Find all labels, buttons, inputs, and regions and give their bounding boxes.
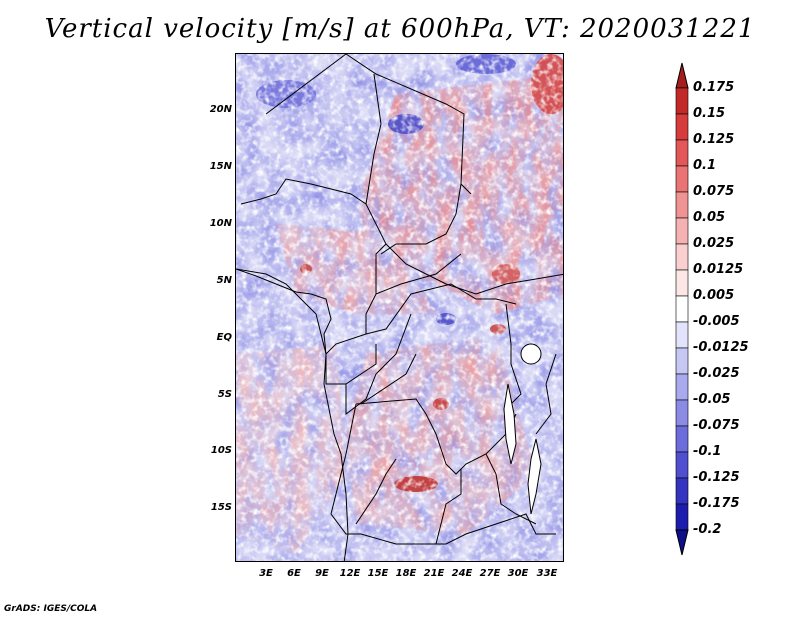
lon-label-30e: 30E [507, 568, 529, 579]
colorbar-box [675, 347, 689, 375]
colorbar-min-triangle [675, 529, 689, 556]
lon-label-33e: 33E [536, 568, 558, 579]
grads-credit: GrADS: IGES/COLA [4, 604, 98, 614]
colorbar-label: -0.025 [693, 366, 740, 381]
lat-label-10s: 10S [210, 445, 232, 456]
colorbar-label: -0.05 [693, 392, 731, 407]
colorbar-box [675, 87, 689, 115]
colorbar-label: -0.125 [693, 470, 740, 485]
lon-label-6e: 6E [287, 568, 301, 579]
lon-label-3e: 3E [259, 568, 273, 579]
coastline [236, 268, 349, 561]
colorbar-label: -0.1 [693, 444, 722, 459]
lat-label-15n: 15N [209, 161, 232, 172]
colorbar-label: 0.125 [693, 132, 735, 147]
lon-label-24e: 24E [451, 568, 473, 579]
map-title: Vertical velocity [m/s] at 600hPa, VT: 2… [44, 14, 756, 44]
colorbar-box [675, 217, 689, 245]
lat-label-10n: 10N [209, 218, 232, 229]
vertical-velocity-field [236, 54, 563, 561]
colorbar-box [675, 269, 689, 297]
lon-label-12e: 12E [339, 568, 361, 579]
colorbar-label: 0.1 [693, 158, 717, 173]
country-borders [236, 54, 563, 545]
colorbar-box [675, 451, 689, 479]
lat-label-5n: 5N [216, 275, 232, 286]
colorbar-box [675, 503, 689, 531]
lakes [503, 343, 542, 515]
colorbar-box [675, 165, 689, 193]
colorbar-label: 0.025 [693, 236, 735, 251]
lon-label-15e: 15E [367, 568, 389, 579]
colorbar-label: 0.075 [693, 184, 735, 199]
colorbar-box [675, 243, 689, 271]
colorbar-label: 0.05 [693, 210, 726, 225]
lon-label-9e: 9E [315, 568, 329, 579]
contour-texture [236, 54, 563, 561]
colorbar-label: 0.175 [693, 80, 735, 95]
colorbar-box [675, 295, 689, 323]
colorbar-box [675, 425, 689, 453]
colorbar-label: 0.0125 [693, 262, 744, 277]
colorbar-label: -0.2 [693, 522, 722, 537]
lon-label-21e: 21E [423, 568, 445, 579]
colorbar-label: -0.005 [693, 314, 740, 329]
colorbar-box [675, 321, 689, 349]
colorbar-label: -0.0125 [693, 340, 749, 355]
colorbar-box [675, 191, 689, 219]
lat-label-20n: 20N [209, 104, 232, 115]
colorbar-label: -0.175 [693, 496, 740, 511]
colorbar-label: -0.075 [693, 418, 740, 433]
colorbar-label: 0.005 [693, 288, 735, 303]
lat-label-15s: 15S [210, 502, 232, 513]
colorbar-box [675, 373, 689, 401]
colorbar-box [675, 139, 689, 167]
lon-label-27e: 27E [479, 568, 501, 579]
colorbar-box [675, 399, 689, 427]
colorbar-max-triangle [675, 62, 689, 89]
colorbar-box [675, 477, 689, 505]
colorbar-box [675, 113, 689, 141]
lon-label-18e: 18E [395, 568, 417, 579]
colorbar-label: 0.15 [693, 106, 726, 121]
map-plot-area [235, 53, 564, 562]
lat-label-eq: EQ [216, 332, 232, 343]
lat-label-5s: 5S [217, 389, 232, 400]
